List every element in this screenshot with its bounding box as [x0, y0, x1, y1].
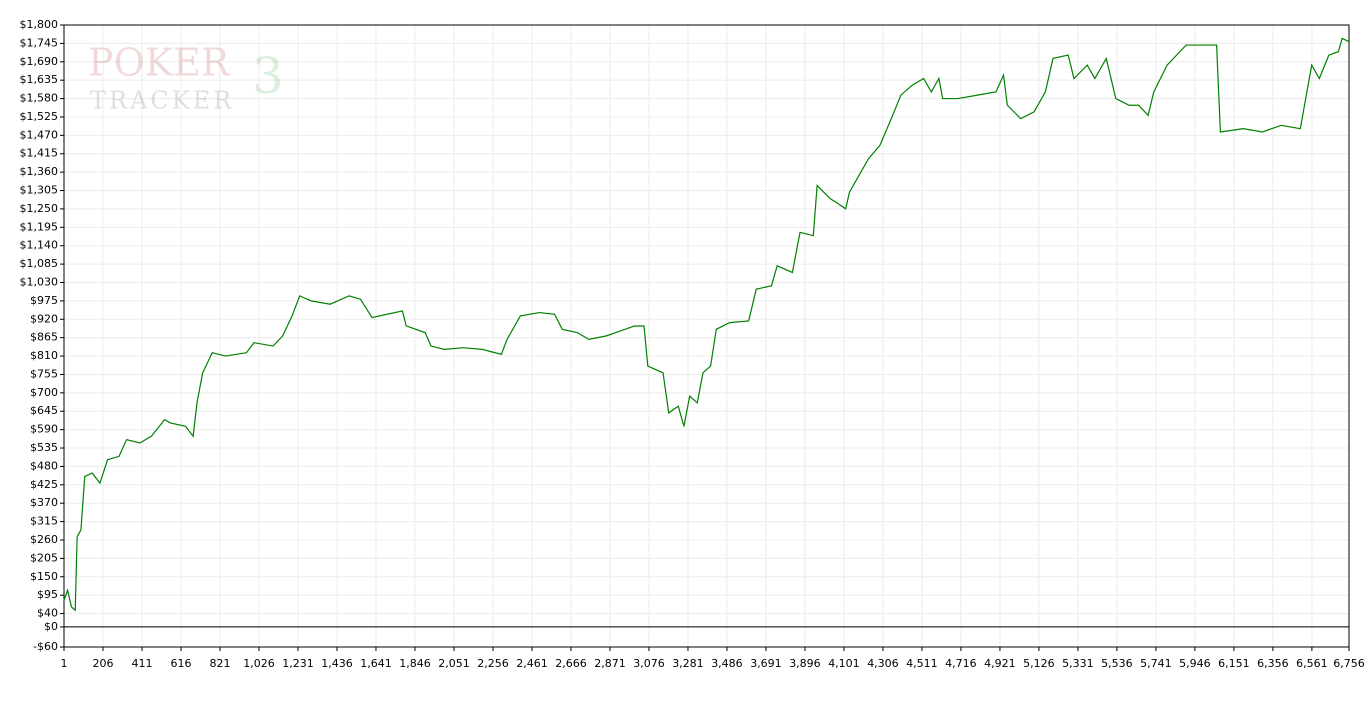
y-tick-label: $590 — [30, 423, 58, 436]
x-tick-label: 6,151 — [1218, 657, 1250, 670]
x-tick-label: 2,871 — [594, 657, 626, 670]
y-tick-label: $260 — [30, 533, 58, 546]
x-tick-label: 6,561 — [1296, 657, 1328, 670]
y-tick-label: $425 — [30, 478, 58, 491]
x-tick-label: 6,756 — [1333, 657, 1365, 670]
y-tick-label: $535 — [30, 441, 58, 454]
y-tick-label: $1,140 — [20, 239, 59, 252]
y-tick-label: $810 — [30, 349, 58, 362]
x-tick-label: 206 — [92, 657, 113, 670]
y-tick-label: $920 — [30, 312, 58, 325]
y-tick-label: $0 — [44, 620, 58, 633]
watermark-badge: 3 — [252, 47, 284, 105]
x-tick-label: 5,331 — [1062, 657, 1094, 670]
x-tick-label: 3,076 — [633, 657, 665, 670]
y-tick-label: $40 — [37, 607, 58, 620]
y-tick-label: $1,415 — [20, 147, 59, 160]
y-tick-label: $865 — [30, 331, 58, 344]
x-tick-label: 4,511 — [906, 657, 938, 670]
y-tick-label: $645 — [30, 404, 58, 417]
y-tick-label: $1,085 — [20, 257, 59, 270]
x-tick-label: 1,026 — [243, 657, 275, 670]
grid — [63, 24, 1350, 648]
x-tick-label: 6,356 — [1257, 657, 1289, 670]
x-tick-label: 616 — [170, 657, 191, 670]
x-tick-label: 1,641 — [360, 657, 392, 670]
x-tick-label: 4,101 — [828, 657, 860, 670]
y-tick-label: $755 — [30, 367, 58, 380]
x-tick-label: 5,741 — [1140, 657, 1172, 670]
y-tick-label: $1,635 — [20, 73, 59, 86]
x-tick-label: 1,846 — [399, 657, 431, 670]
y-tick-label: $1,360 — [20, 165, 59, 178]
y-tick-label: $95 — [37, 588, 58, 601]
watermark-subtitle: TRACKER — [90, 87, 234, 115]
x-tick-label: 411 — [131, 657, 152, 670]
x-tick-label: 2,051 — [438, 657, 470, 670]
y-tick-label: $1,030 — [20, 275, 59, 288]
x-tick-label: 821 — [209, 657, 230, 670]
x-tick-label: 1,231 — [282, 657, 314, 670]
x-tick-label: 5,536 — [1101, 657, 1133, 670]
plot-frame — [63, 24, 1350, 648]
line-series — [63, 37, 1350, 612]
y-tick-label: $1,690 — [20, 55, 59, 68]
x-tick-label: 3,896 — [789, 657, 821, 670]
watermark: POKER TRACKER 3 — [88, 41, 284, 115]
y-tick-label: $1,580 — [20, 92, 59, 105]
x-tick-label: 1 — [61, 657, 68, 670]
x-tick-label: 3,486 — [711, 657, 743, 670]
y-tick-label: $1,525 — [20, 110, 59, 123]
y-tick-label: $1,745 — [20, 36, 59, 49]
y-tick-label: $1,305 — [20, 184, 59, 197]
y-tick-label: -$60 — [33, 640, 58, 653]
x-tick-label: 5,126 — [1023, 657, 1055, 670]
x-tick-label: 5,946 — [1179, 657, 1211, 670]
x-tick-label: 4,921 — [984, 657, 1016, 670]
y-tick-label: $975 — [30, 294, 58, 307]
y-tick-label: $480 — [30, 459, 58, 472]
x-tick-label: 2,256 — [477, 657, 509, 670]
watermark-title: POKER — [88, 41, 231, 85]
y-tick-label: $315 — [30, 515, 58, 528]
y-tick-label: $1,195 — [20, 220, 59, 233]
y-tick-label: $1,250 — [20, 202, 59, 215]
y-tick-label: $370 — [30, 496, 58, 509]
x-tick-label: 4,716 — [945, 657, 977, 670]
y-tick-label: $700 — [30, 386, 58, 399]
y-tick-label: $150 — [30, 570, 58, 583]
x-tick-label: 1,436 — [321, 657, 353, 670]
y-tick-label: $1,800 — [20, 18, 59, 31]
y-tick-label: $205 — [30, 551, 58, 564]
x-tick-label: 2,666 — [555, 657, 587, 670]
y-tick-label: $1,470 — [20, 128, 59, 141]
x-tick-label: 4,306 — [867, 657, 899, 670]
x-tick-label: 3,281 — [672, 657, 704, 670]
x-tick-label: 2,461 — [516, 657, 548, 670]
x-tick-label: 3,691 — [750, 657, 782, 670]
